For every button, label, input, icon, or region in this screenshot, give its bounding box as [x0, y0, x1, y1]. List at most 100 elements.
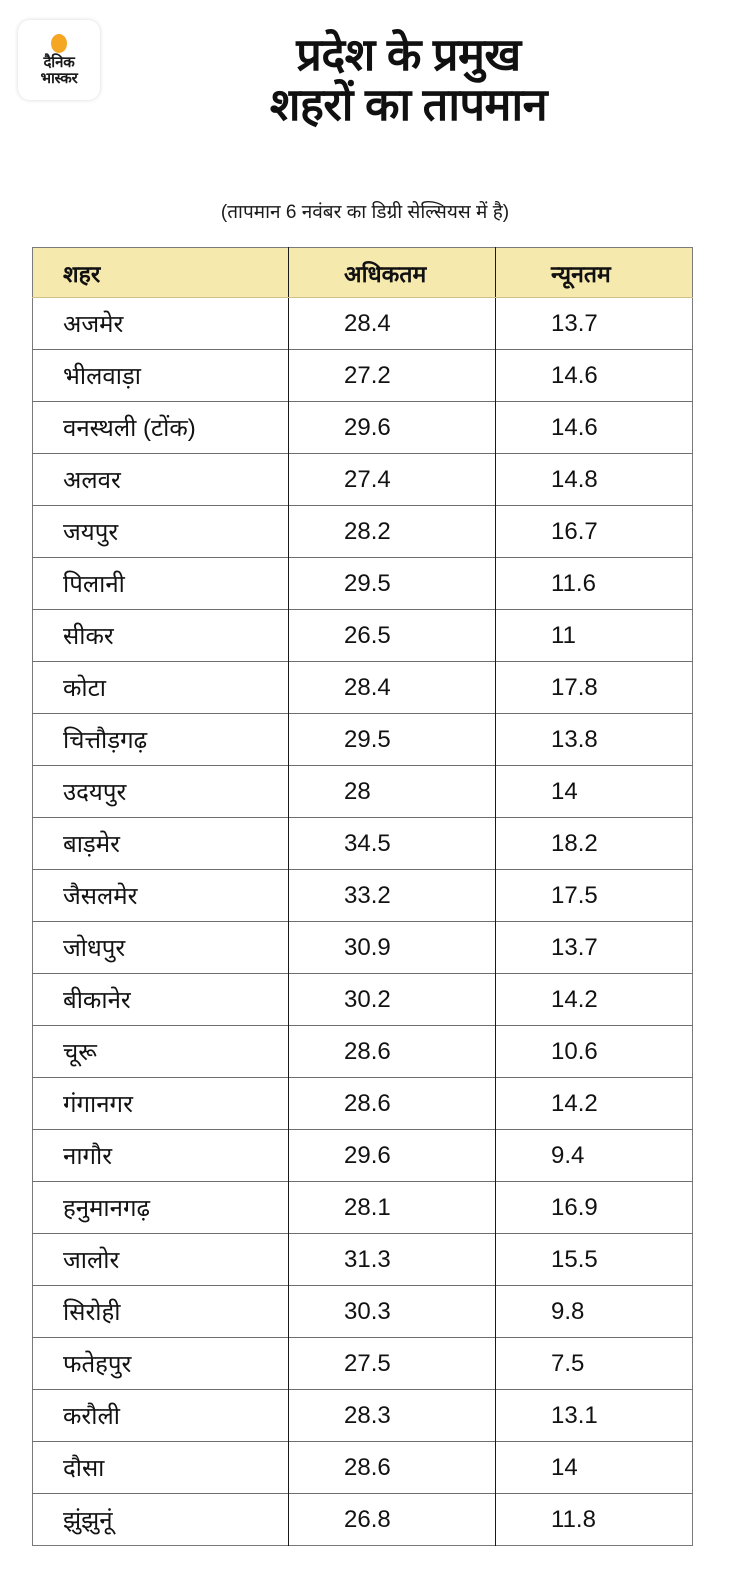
cell-max-temp: 28.6	[288, 1077, 496, 1130]
cell-city: भीलवाड़ा	[32, 349, 289, 402]
cell-city: करौली	[32, 1389, 289, 1442]
table-row: भीलवाड़ा 27.2 14.6	[32, 349, 693, 402]
cell-city: बाड़मेर	[32, 817, 289, 870]
cell-city: गंगानगर	[32, 1077, 289, 1130]
cell-min-temp: 9.4	[495, 1129, 693, 1182]
cell-max-temp: 28.4	[288, 661, 496, 714]
cell-min-temp: 9.8	[495, 1285, 693, 1338]
cell-min-temp: 15.5	[495, 1233, 693, 1286]
table-row: बीकानेर 30.2 14.2	[32, 973, 693, 1026]
cell-city: अजमेर	[32, 297, 289, 350]
cell-max-temp: 30.3	[288, 1285, 496, 1338]
page-subtitle: (तापमान 6 नवंबर का डिग्री सेल्सियस में ह…	[220, 202, 510, 223]
table-header: शहर अधिकतम न्यूनतम	[32, 247, 693, 298]
cell-min-temp: 11.6	[495, 557, 693, 610]
logo-text-line1: दैनिक	[43, 53, 75, 71]
table-row: पिलानी 29.5 11.6	[32, 557, 693, 610]
table-row: जालोर 31.3 15.5	[32, 1233, 693, 1286]
table-row: दौसा 28.6 14	[32, 1441, 693, 1494]
cell-city: कोटा	[32, 661, 289, 714]
cell-max-temp: 28.1	[288, 1181, 496, 1234]
cell-min-temp: 13.1	[495, 1389, 693, 1442]
table-row: झुंझुनूं 26.8 11.8	[32, 1493, 693, 1546]
cell-city: जयपुर	[32, 505, 289, 558]
cell-city: वनस्थली (टोंक)	[32, 401, 289, 454]
cell-min-temp: 16.7	[495, 505, 693, 558]
cell-max-temp: 27.2	[288, 349, 496, 402]
table-row: जैसलमेर 33.2 17.5	[32, 869, 693, 922]
cell-city: झुंझुनूं	[32, 1493, 289, 1546]
table-row: कोटा 28.4 17.8	[32, 661, 693, 714]
table-row: वनस्थली (टोंक) 29.6 14.6	[32, 401, 693, 454]
cell-city: चित्तौड़गढ़	[32, 713, 289, 766]
table-row: जोधपुर 30.9 13.7	[32, 921, 693, 974]
cell-max-temp: 29.6	[288, 1129, 496, 1182]
cell-min-temp: 14	[495, 1441, 693, 1494]
cell-max-temp: 34.5	[288, 817, 496, 870]
cell-city: दौसा	[32, 1441, 289, 1494]
table-row: सिरोही 30.3 9.8	[32, 1285, 693, 1338]
table-row: फतेहपुर 27.5 7.5	[32, 1337, 693, 1390]
cell-city: पिलानी	[32, 557, 289, 610]
column-header-city: शहर	[32, 247, 289, 298]
cell-min-temp: 10.6	[495, 1025, 693, 1078]
sun-icon	[51, 33, 67, 53]
cell-min-temp: 14.6	[495, 401, 693, 454]
table-row: चित्तौड़गढ़ 29.5 13.8	[32, 713, 693, 766]
table-row: बाड़मेर 34.5 18.2	[32, 817, 693, 870]
cell-city: हनुमानगढ़	[32, 1181, 289, 1234]
cell-max-temp: 28.2	[288, 505, 496, 558]
page-header: दैनिक भास्कर प्रदेश के प्रमुख शहरों का त…	[0, 0, 730, 240]
cell-min-temp: 13.7	[495, 297, 693, 350]
cell-max-temp: 33.2	[288, 869, 496, 922]
dainik-bhaskar-logo: दैनिक भास्कर	[18, 20, 100, 100]
cell-city: सिरोही	[32, 1285, 289, 1338]
cell-min-temp: 11.8	[495, 1493, 693, 1546]
cell-max-temp: 26.8	[288, 1493, 496, 1546]
column-header-max: अधिकतम	[288, 247, 496, 298]
table-row: अलवर 27.4 14.8	[32, 453, 693, 506]
cell-city: जोधपुर	[32, 921, 289, 974]
cell-min-temp: 14.6	[495, 349, 693, 402]
cell-max-temp: 27.5	[288, 1337, 496, 1390]
cell-city: बीकानेर	[32, 973, 289, 1026]
cell-city: सीकर	[32, 609, 289, 662]
table-row: उदयपुर 28 14	[32, 765, 693, 818]
cell-max-temp: 28.4	[288, 297, 496, 350]
page-title-line-1: प्रदेश के प्रमुख	[296, 29, 521, 80]
page-title-line-2: शहरों का तापमान	[269, 79, 548, 131]
cell-city: जालोर	[32, 1233, 289, 1286]
cell-max-temp: 30.9	[288, 921, 496, 974]
cell-min-temp: 14.2	[495, 1077, 693, 1130]
table-row: चूरू 28.6 10.6	[32, 1025, 693, 1078]
cell-min-temp: 18.2	[495, 817, 693, 870]
cell-max-temp: 31.3	[288, 1233, 496, 1286]
cell-city: चूरू	[32, 1025, 289, 1078]
temperature-table: शहर अधिकतम न्यूनतम अजमेर 28.4 13.7 भीलवाड़ा…	[32, 247, 693, 1546]
cell-city: फतेहपुर	[32, 1337, 289, 1390]
table-row: नागौर 29.6 9.4	[32, 1129, 693, 1182]
temperature-table-container: शहर अधिकतम न्यूनतम अजमेर 28.4 13.7 भीलवाड़ा…	[32, 247, 693, 1546]
cell-max-temp: 28	[288, 765, 496, 818]
table-header-row: शहर अधिकतम न्यूनतम	[32, 247, 693, 298]
table-row: गंगानगर 28.6 14.2	[32, 1077, 693, 1130]
table-row: करौली 28.3 13.1	[32, 1389, 693, 1442]
cell-max-temp: 26.5	[288, 609, 496, 662]
cell-min-temp: 13.7	[495, 921, 693, 974]
cell-max-temp: 27.4	[288, 453, 496, 506]
cell-max-temp: 30.2	[288, 973, 496, 1026]
cell-max-temp: 28.6	[288, 1441, 496, 1494]
table-row: अजमेर 28.4 13.7	[32, 297, 693, 350]
cell-min-temp: 13.8	[495, 713, 693, 766]
cell-min-temp: 17.8	[495, 661, 693, 714]
table-row: जयपुर 28.2 16.7	[32, 505, 693, 558]
logo-text-line2: भास्कर	[40, 69, 78, 87]
cell-city: नागौर	[32, 1129, 289, 1182]
cell-city: अलवर	[32, 453, 289, 506]
cell-min-temp: 17.5	[495, 869, 693, 922]
cell-city: जैसलमेर	[32, 869, 289, 922]
cell-city: उदयपुर	[32, 765, 289, 818]
column-header-min: न्यूनतम	[495, 247, 693, 298]
cell-min-temp: 16.9	[495, 1181, 693, 1234]
cell-max-temp: 29.5	[288, 557, 496, 610]
